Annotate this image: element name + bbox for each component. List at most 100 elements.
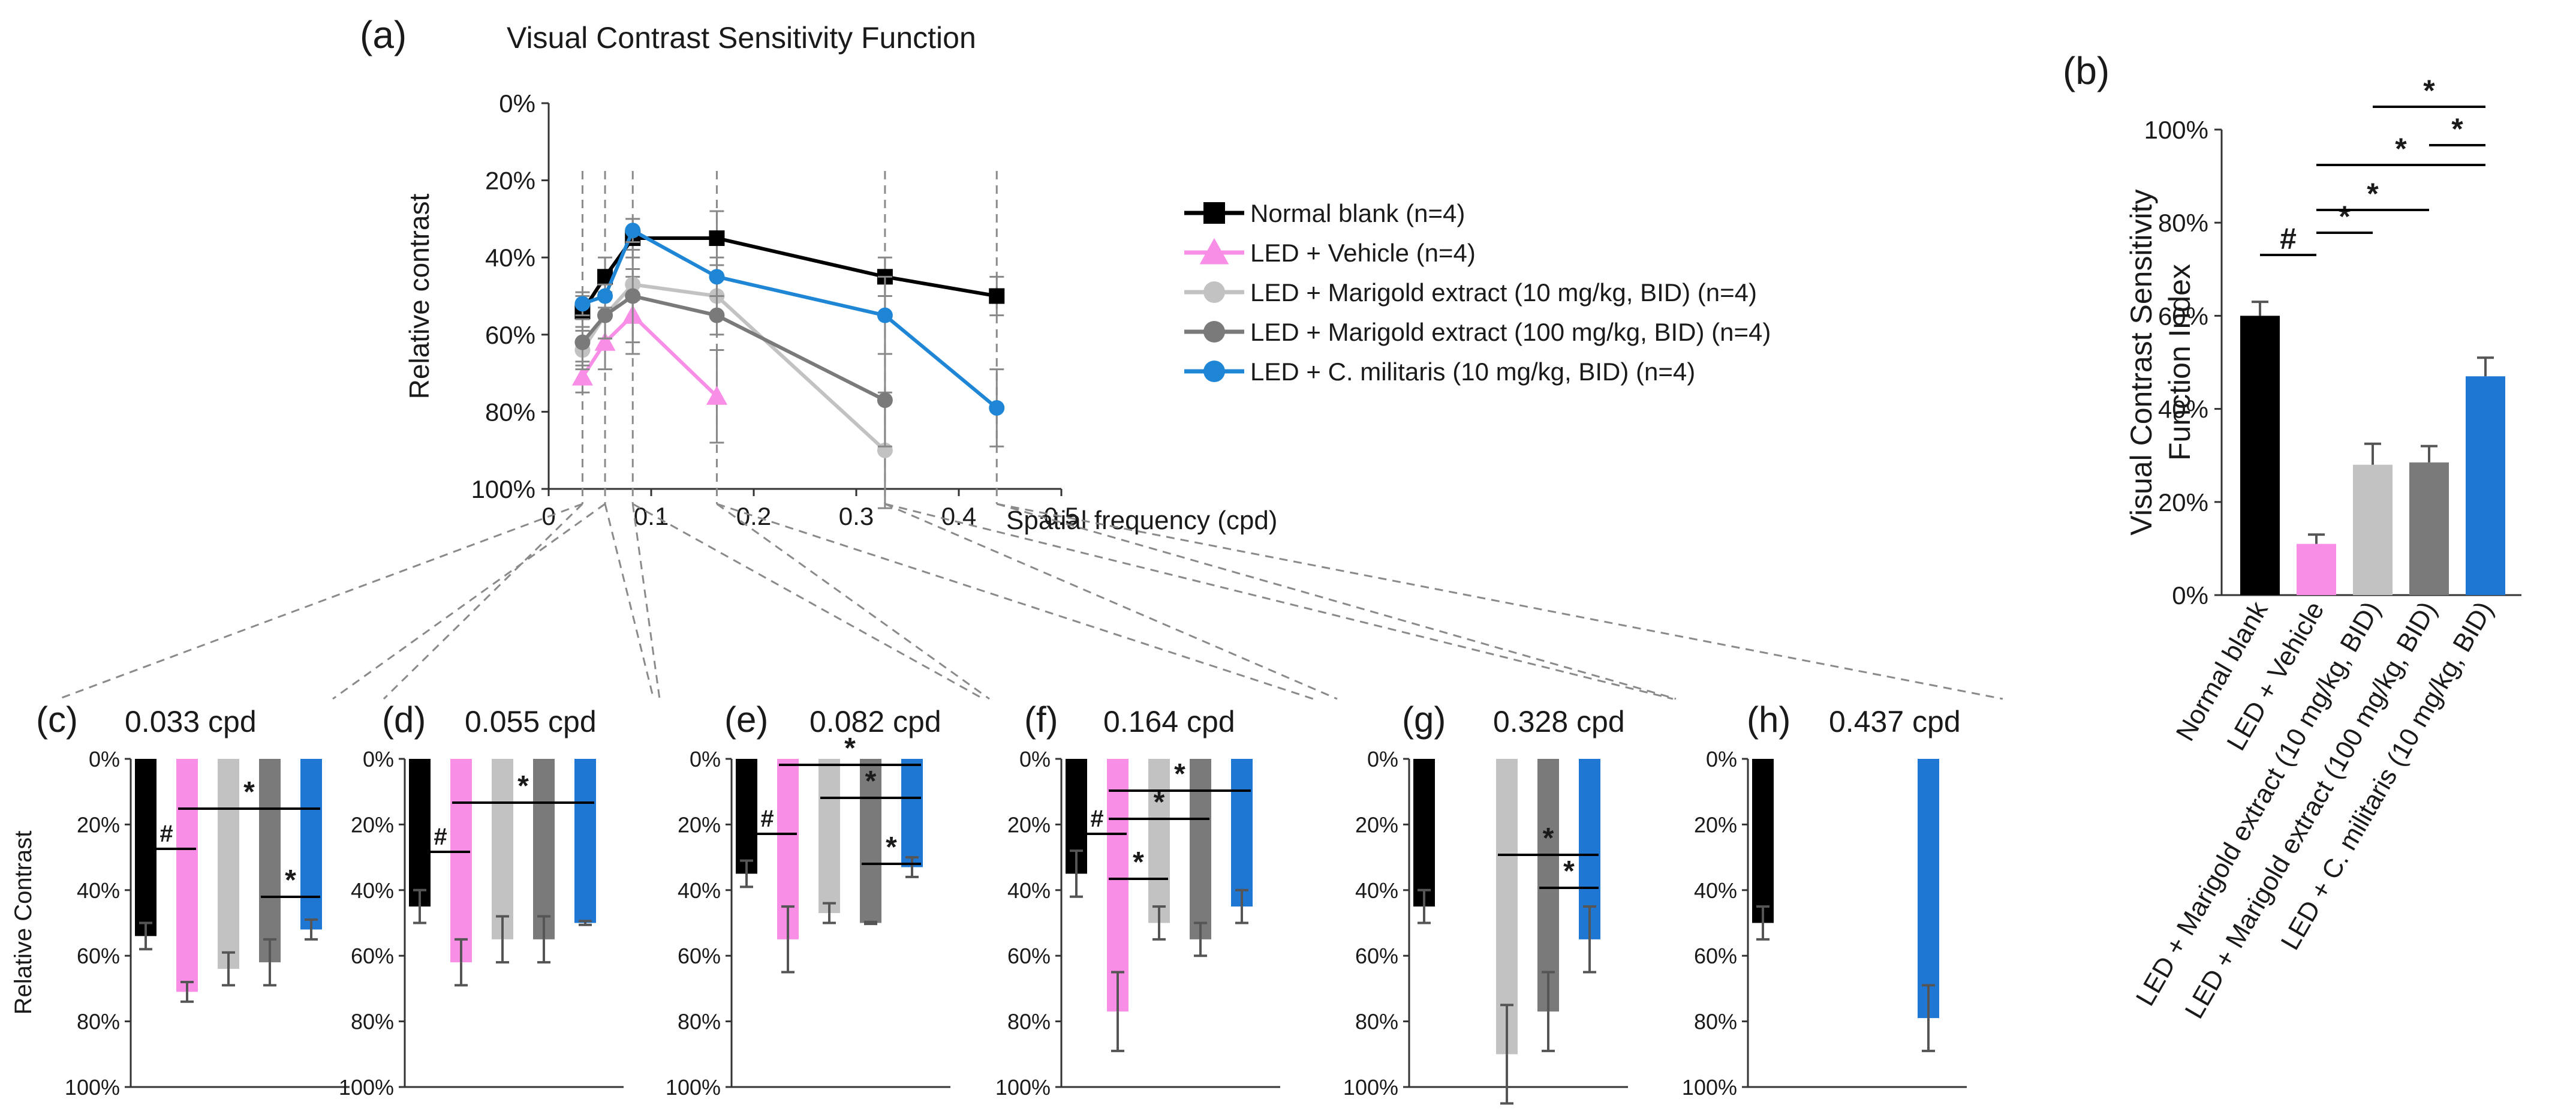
panel-b-ylabel-line2: Function Index [2163,264,2196,461]
series-point [597,288,613,304]
bar-panel-ytick-label: 40% [678,878,721,903]
significance-mark: * [2451,112,2463,146]
bar-panel-ytick-label: 0% [89,747,120,771]
bar-panel-ytick-label: 100% [339,1075,394,1100]
bar-panel-ytick-label: 60% [351,944,394,968]
series-line [582,227,998,410]
panel-a-ytick-label: 20% [485,167,535,195]
bar-panel-ytick-label: 100% [65,1075,120,1100]
significance-mark: # [434,824,447,850]
series-point [877,307,893,323]
legend-marker [1199,238,1229,265]
bar-panel: (g) 0.328 cpd 0% 20% 40% 60% 80% 100% * * [1343,699,1628,1105]
bar-panel-label: (c) [36,699,78,740]
bar-panel-ytick-label: 0% [1706,747,1737,771]
series-point [709,269,725,285]
bar-panel-ytick-label: 80% [678,1010,721,1034]
bar-panel-ytick-label: 20% [77,812,120,837]
connector-line [884,503,1338,700]
bar-panel-ytick-label: 0% [363,747,394,771]
significance-mark: * [886,831,897,863]
bar-panel-title: 0.328 cpd [1493,705,1625,738]
bar-panel-ytick-label: 0% [1019,747,1051,771]
series-point [989,288,1005,304]
bar-panel-ytick-label: 0% [1367,747,1398,771]
panel-a-ytick-label: 40% [485,244,535,272]
series-point [877,392,893,409]
bar [1918,759,1939,1019]
bar-panel-ytick-label: 40% [351,878,394,903]
bar-panel-title: 0.055 cpd [465,705,597,738]
significance-mark: # [2280,222,2297,256]
significance-mark: * [1543,822,1554,854]
panel-a-ytick-label: 0% [499,89,535,118]
panel-b-ytick-label: 20% [2158,488,2208,517]
panel-b-ytick-label: 0% [2172,581,2208,609]
bar [2297,544,2336,595]
legend-label: Normal blank (n=4) [1250,199,1465,227]
legend-marker [1203,281,1225,303]
connector-line [996,503,2003,700]
bar [1231,759,1253,907]
bar [300,759,322,930]
bar-panel-ytick-label: 20% [1007,812,1051,837]
bar-panel-ytick-label: 80% [1355,1010,1398,1034]
connector-line [631,503,661,699]
connector-line [716,503,1314,700]
bar-panel-ytick-label: 80% [1007,1010,1051,1034]
bar-panel: (e) 0.082 cpd 0% 20% 40% 60% 80% 100% * * # * [666,699,950,1100]
panel-a-ytick-label: 60% [485,321,535,349]
panel-a-line-chart: (a) Visual Contrast Sensitivity Function S… [360,13,1277,535]
legend-marker [1203,361,1225,382]
significance-mark: * [285,864,296,896]
connector-line [604,503,655,699]
bar [574,759,596,923]
bar [2240,316,2280,595]
series-point [709,230,725,247]
bar-panel-label: (g) [1402,699,1446,740]
series-point [709,307,725,323]
significance-mark: * [2423,74,2435,107]
bar [450,759,472,963]
bar-panel-ytick-label: 20% [678,812,721,837]
bar [901,759,923,867]
bar-panel-title: 0.082 cpd [809,705,941,738]
bar-panel-ytick-label: 100% [995,1075,1051,1100]
bar [2353,464,2393,595]
significance-mark: * [243,776,255,808]
bar [2466,376,2505,595]
series-line [580,313,718,398]
bar-panel-title: 0.437 cpd [1829,705,1961,738]
bar-panel-ytick-label: 80% [1694,1010,1737,1034]
panel-a-ylabel: Relative contrast [404,193,435,399]
bar-panel-ytick-label: 60% [1007,944,1051,968]
significance-mark: * [1174,758,1185,790]
significance-mark: * [2367,177,2379,211]
bar [492,759,513,939]
connector-line [996,503,1677,700]
bar [736,759,757,874]
panel-a-title: Visual Contrast Sensitivity Function [507,21,976,55]
series-line [580,283,886,452]
connector-line [58,503,583,700]
series-point [625,288,641,304]
bar-panel-title: 0.033 cpd [125,705,257,738]
panel-b-ytick-label: 80% [2158,209,2208,237]
bar-panel-ytick-label: 40% [1007,878,1051,903]
connector-line [332,503,606,700]
panel-a-xtick-label: 0.2 [736,502,771,530]
bar-panel-ylabel: Relative Contrast [10,831,37,1015]
significance-mark: # [760,806,774,832]
bar-panel-ytick-label: 60% [1694,944,1737,968]
series-point [989,400,1005,416]
legend-label: LED + Marigold extract (100 mg/kg, BID) … [1250,318,1771,346]
panel-a-xlabel: Spatial frequency (cpd) [1006,506,1277,535]
panel-b-ytick-label: 40% [2158,395,2208,424]
bar-panel: (d) 0.055 cpd 0% 20% 40% 60% 80% 100% * # [339,699,624,1100]
panel-b-ytick-label: 60% [2158,302,2208,330]
connector-line [716,503,990,700]
dashed-connectors [58,503,2003,700]
bar-panel-ytick-label: 0% [690,747,721,771]
